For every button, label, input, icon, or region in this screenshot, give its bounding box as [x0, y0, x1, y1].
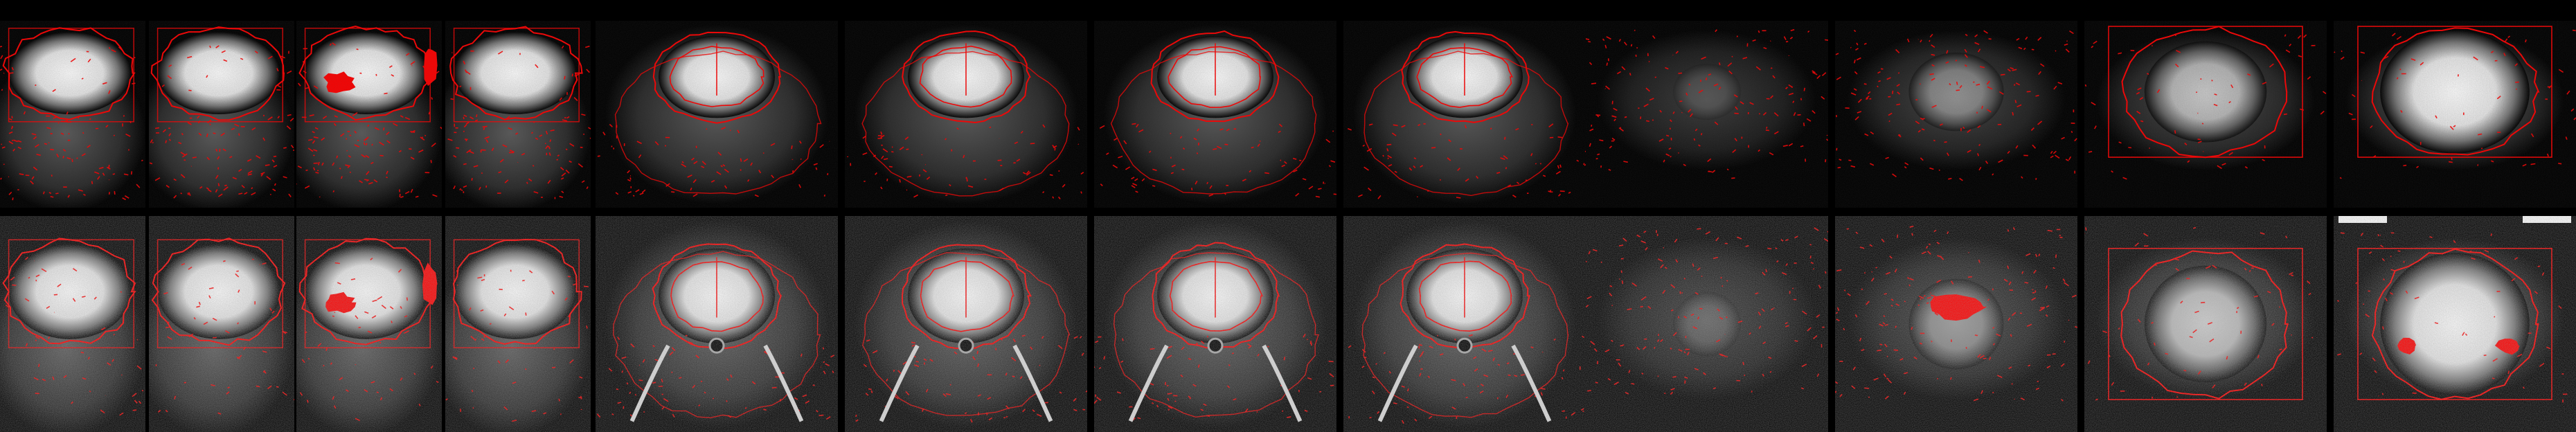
subject-axial-slice-1 — [1586, 216, 1828, 432]
subject-axial-slice-3-image — [2084, 216, 2327, 432]
subject-axial-slice-3 — [2084, 216, 2327, 432]
template-axial-slice-3-image — [2084, 21, 2327, 208]
subject-sagittal-slice-4 — [445, 216, 591, 432]
template-sagittal-slice-4-image — [445, 21, 591, 208]
template-sagittal-slice-3 — [296, 21, 442, 208]
subject-axial-slice-2-image — [1835, 216, 2077, 432]
template-sagittal-slice-1-image — [0, 21, 145, 208]
subject-sagittal-slice-2 — [149, 216, 294, 432]
template-coronal-slice-2 — [845, 21, 1087, 208]
subject-sagittal-slice-2-image — [149, 216, 294, 432]
template-sagittal-slice-2-image — [149, 21, 294, 208]
template-sagittal-slice-4 — [445, 21, 591, 208]
template-coronal-slice-2-image — [845, 21, 1087, 208]
template-axial-slice-1-image — [1586, 21, 1828, 208]
template-sagittal-slice-1 — [0, 21, 145, 208]
template-coronal-slice-4-image — [1343, 21, 1586, 208]
template-axial-slice-1 — [1586, 21, 1828, 208]
subject-sagittal-slice-4-image — [445, 216, 591, 432]
subject-axial-slice-4 — [2334, 216, 2576, 432]
subject-coronal-slice-1 — [596, 216, 838, 432]
subject-sagittal-slice-1-image — [0, 216, 145, 432]
subject-axial-slice-1-image — [1586, 216, 1828, 432]
template-axial-slice-2 — [1835, 21, 2077, 208]
subject-axial-slice-4-image — [2334, 216, 2576, 432]
subject-sagittal-slice-1 — [0, 216, 145, 432]
template-axial-slice-4 — [2334, 21, 2576, 208]
subject-sagittal-slice-3 — [296, 216, 442, 432]
subject-coronal-slice-2 — [845, 216, 1087, 432]
template-axial-slice-2-image — [1835, 21, 2077, 208]
template-sagittal-slice-3-image — [296, 21, 442, 208]
subject-coronal-slice-2-image — [845, 216, 1087, 432]
subject-coronal-slice-3-image — [1094, 216, 1336, 432]
template-axial-slice-3 — [2084, 21, 2327, 208]
template-coronal-slice-1-image — [596, 21, 838, 208]
template-coronal-slice-4 — [1343, 21, 1586, 208]
subject-coronal-slice-4 — [1343, 216, 1586, 432]
subject-sagittal-slice-3-image — [296, 216, 442, 432]
subject-coronal-slice-4-image — [1343, 216, 1586, 432]
subject-coronal-slice-3 — [1094, 216, 1336, 432]
template-sagittal-slice-2 — [149, 21, 294, 208]
template-axial-slice-4-image — [2334, 21, 2576, 208]
template-coronal-slice-3-image — [1094, 21, 1336, 208]
template-coronal-slice-3 — [1094, 21, 1336, 208]
subject-coronal-slice-1-image — [596, 216, 838, 432]
subject-axial-slice-2 — [1835, 216, 2077, 432]
template-coronal-slice-1 — [596, 21, 838, 208]
